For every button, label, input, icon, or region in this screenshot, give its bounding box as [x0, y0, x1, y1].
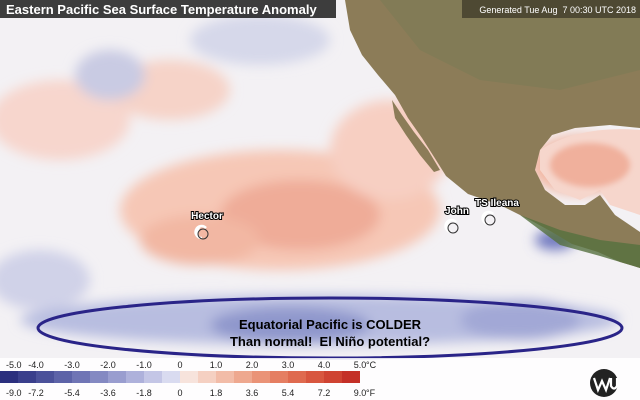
- storm-label: John: [445, 206, 469, 217]
- legend-label-f: 9.0: [354, 388, 367, 398]
- legend-label-c: -3.0: [64, 360, 80, 370]
- legend-label-f: 7.2: [318, 388, 331, 398]
- legend-label-c: -4.0: [28, 360, 44, 370]
- title: Eastern Pacific Sea Surface Temperature …: [6, 2, 317, 17]
- legend-swatch: [306, 371, 324, 383]
- legend-swatch: [90, 371, 108, 383]
- legend-label-f: 3.6: [246, 388, 259, 398]
- legend-unit: °F: [366, 388, 376, 398]
- legend-swatch: [108, 371, 126, 383]
- legend-swatch: [216, 371, 234, 383]
- title-bar: [0, 0, 336, 18]
- legend-swatch: [288, 371, 306, 383]
- legend-label-f: -1.8: [136, 388, 152, 398]
- legend-swatch: [270, 371, 288, 383]
- legend-swatch: [180, 371, 198, 383]
- legend-label-c: 2.0: [246, 360, 259, 370]
- logo: [590, 369, 619, 397]
- legend-swatch: [162, 371, 180, 383]
- legend-label-f: 0: [177, 388, 182, 398]
- storm-label: TS Ileana: [475, 198, 519, 209]
- legend-swatch: [234, 371, 252, 383]
- land: [345, 0, 640, 268]
- legend-label-f: 5.4: [282, 388, 295, 398]
- legend-label-c: 3.0: [282, 360, 295, 370]
- legend-swatch: [198, 371, 216, 383]
- legend-label-c: -1.0: [136, 360, 152, 370]
- legend-swatch: [18, 371, 36, 383]
- legend-label-c: 5.0: [354, 360, 367, 370]
- legend-swatch: [0, 371, 18, 383]
- timestamp-bar: [462, 0, 640, 18]
- legend-label-f: -3.6: [100, 388, 116, 398]
- storm-icons: [194, 210, 496, 240]
- legend-swatch: [144, 371, 162, 383]
- annotation: Than normal! El Niño potential?: [230, 334, 430, 349]
- legend-label-c: 4.0: [318, 360, 331, 370]
- legend-label-c: 0: [177, 360, 182, 370]
- legend-label-c: 1.0: [210, 360, 223, 370]
- legend-label-f: -7.2: [28, 388, 44, 398]
- legend-label-c: -5.0: [6, 360, 22, 370]
- legend-swatch: [324, 371, 342, 383]
- legend-label-f: -5.4: [64, 388, 80, 398]
- legend-label-f: 1.8: [210, 388, 223, 398]
- legend-label-f: -9.0: [6, 388, 22, 398]
- annotation: Equatorial Pacific is COLDER: [239, 317, 422, 332]
- legend-unit: °C: [366, 360, 377, 370]
- legend-swatch: [342, 371, 360, 383]
- legend-swatch: [126, 371, 144, 383]
- legend-swatch: [252, 371, 270, 383]
- legend-swatch: [36, 371, 54, 383]
- legend-swatch: [72, 371, 90, 383]
- timestamp: Generated Tue Aug 7 00:30 UTC 2018: [479, 5, 636, 15]
- legend-swatch: [54, 371, 72, 383]
- storm-label: Hector: [191, 211, 223, 222]
- legend-label-c: -2.0: [100, 360, 116, 370]
- legend: -5.0 -9.0 -4.0 -7.2 -3.0 -5.4 -2.0 -3.6 -1.0 -1.8…: [0, 360, 377, 398]
